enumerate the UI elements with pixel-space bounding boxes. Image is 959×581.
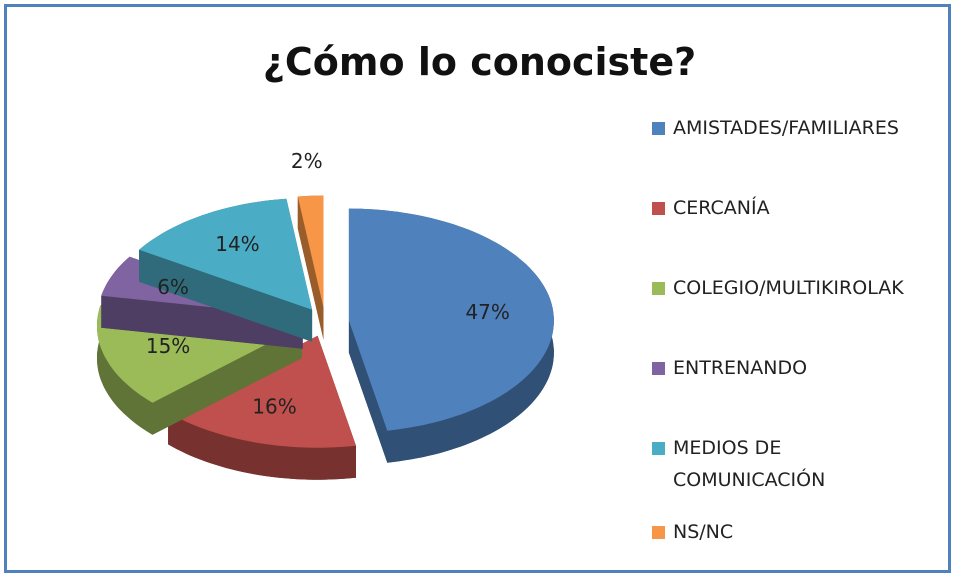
- data-label: 2%: [291, 149, 323, 173]
- data-label: 6%: [157, 275, 189, 299]
- legend-entry: COLEGIO/MULTIKIROLAK: [652, 272, 922, 352]
- legend-label: AMISTADES/FAMILIARES: [673, 117, 899, 139]
- slice-wall: [348, 320, 388, 463]
- slice: [168, 335, 356, 480]
- legend-swatch: [652, 282, 665, 295]
- legend-label: ENTRENANDO: [673, 357, 808, 379]
- legend-entry: AMISTADES/FAMILIARES: [652, 112, 922, 192]
- data-label: 47%: [465, 300, 509, 324]
- slice-wall: [101, 295, 303, 349]
- chart-title: ¿Cómo lo conociste?: [262, 40, 697, 84]
- slice-top: [139, 198, 313, 310]
- data-label: 14%: [215, 232, 259, 256]
- chart-frame: [4, 4, 951, 573]
- slice-wall: [297, 196, 324, 340]
- slice: [348, 208, 554, 463]
- legend-entry: ENTRENANDO: [652, 352, 922, 432]
- legend: AMISTADES/FAMILIARES CERCANÍA COLEGIO/MULT…: [652, 112, 922, 548]
- data-label: 16%: [252, 395, 296, 419]
- legend-swatch: [652, 202, 665, 215]
- legend-label: COLEGIO/MULTIKIROLAK: [673, 277, 904, 299]
- legend-swatch: [652, 526, 665, 539]
- slice-wall: [139, 249, 313, 342]
- legend-label: NS/NC: [673, 521, 734, 543]
- slice: [139, 198, 313, 342]
- legend-swatch: [652, 122, 665, 135]
- legend-entry: NS/NC: [652, 516, 922, 548]
- slice: [297, 195, 324, 340]
- legend-label: MEDIOS DE COMUNICACIÓN: [673, 437, 826, 491]
- slice-rim: [97, 305, 153, 435]
- legend-swatch: [652, 362, 665, 375]
- legend-label: CERCANÍA: [673, 197, 770, 219]
- slice-rim: [168, 412, 356, 480]
- slice-top: [348, 208, 554, 431]
- legend-entry: CERCANÍA: [652, 192, 922, 272]
- legend-swatch: [652, 442, 665, 455]
- slice-top: [297, 195, 324, 308]
- slice-top: [168, 335, 356, 448]
- legend-entry: MEDIOS DE COMUNICACIÓN: [652, 432, 922, 516]
- data-label: 15%: [146, 334, 190, 358]
